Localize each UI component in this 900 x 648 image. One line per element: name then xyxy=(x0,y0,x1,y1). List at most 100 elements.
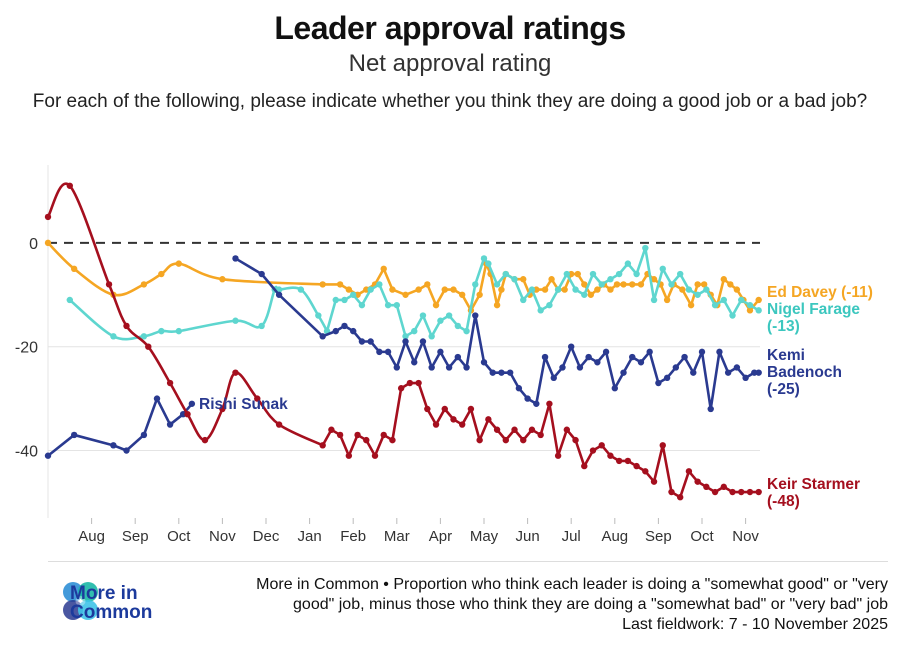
keir-starmer-point xyxy=(432,421,440,428)
x-tick-label: Feb xyxy=(340,528,366,545)
keir-starmer-point xyxy=(105,281,113,288)
x-tick-label: Aug xyxy=(78,528,105,545)
nigel-farage-point xyxy=(428,333,435,340)
keir-starmer-point xyxy=(450,416,457,423)
ed-davey-point xyxy=(493,301,501,309)
ed-davey-point xyxy=(561,286,568,293)
kemi-badenoch-point xyxy=(506,369,514,376)
keir-starmer-point xyxy=(668,488,675,496)
nigel-farage-point xyxy=(358,301,366,309)
kemi-badenoch-point xyxy=(681,353,688,361)
keir-starmer-point xyxy=(389,436,396,444)
nigel-farage-point xyxy=(258,322,265,330)
nigel-farage-point xyxy=(668,281,675,288)
ed-davey-point xyxy=(336,281,344,288)
kemi-badenoch-point xyxy=(498,369,505,376)
nigel-farage-point xyxy=(66,296,74,304)
kemi-badenoch-point xyxy=(402,338,409,345)
nigel-farage-point xyxy=(720,296,727,304)
ed-davey-point xyxy=(548,276,555,283)
line-chart: 0 -20 -40 Aug Sep Oct Nov Dec Jan Feb Mar Apr May Jun… xyxy=(15,165,873,545)
footer-divider xyxy=(48,561,888,562)
keir-starmer-label: Keir Starmer xyxy=(767,476,860,493)
keir-starmer-point xyxy=(589,447,597,454)
nigel-farage-point xyxy=(589,270,597,278)
brand-wordmark: More in Common xyxy=(70,584,170,622)
nigel-farage-point xyxy=(563,270,571,278)
nigel-farage-point xyxy=(677,270,684,278)
keir-starmer-point xyxy=(254,395,261,402)
keir-starmer-point xyxy=(520,436,527,444)
keir-starmer-point xyxy=(711,488,719,496)
brand-line-2: Common xyxy=(70,602,153,623)
nigel-farage-point xyxy=(624,260,632,267)
keir-starmer-point xyxy=(145,343,152,350)
kemi-badenoch-point xyxy=(637,359,645,366)
y-tick-label: -40 xyxy=(15,444,38,461)
kemi-badenoch-point xyxy=(733,364,741,371)
nigel-farage-point xyxy=(694,291,701,298)
ed-davey-point xyxy=(541,286,549,293)
x-tick-label: Oct xyxy=(167,528,191,545)
nigel-farage-point xyxy=(711,301,719,309)
nigel-farage-point xyxy=(633,270,640,278)
kemi-badenoch-point xyxy=(602,348,610,356)
more-in-common-logo-icon xyxy=(63,582,98,620)
kemi-badenoch-point xyxy=(568,343,575,350)
rishi-sunak-point xyxy=(110,442,117,449)
kemi-badenoch-point xyxy=(454,353,462,361)
kemi-badenoch-point xyxy=(716,348,723,356)
ed-davey-point xyxy=(679,286,686,293)
keir-starmer-point xyxy=(380,431,387,439)
x-tick-label: Mar xyxy=(384,528,410,545)
kemi-badenoch-point xyxy=(611,385,618,392)
keir-starmer-point xyxy=(642,468,649,475)
keir-starmer-point xyxy=(615,457,623,465)
nigel-farage-point xyxy=(332,296,339,304)
keir-starmer-point xyxy=(528,426,536,433)
kemi-badenoch-point xyxy=(559,364,566,371)
ed-davey-point xyxy=(415,286,422,293)
nigel-farage-point xyxy=(615,270,623,278)
keir-starmer-point xyxy=(219,405,226,413)
kemi-badenoch-label: Kemi xyxy=(767,347,805,364)
nigel-farage-point xyxy=(485,260,492,267)
keir-starmer-point xyxy=(572,436,579,444)
kemi-badenoch-point xyxy=(742,374,749,382)
ed-davey-point xyxy=(629,281,636,288)
keir-starmer-point xyxy=(485,416,492,423)
kemi-badenoch-point xyxy=(646,348,653,356)
nigel-farage-point xyxy=(738,296,745,304)
keir-starmer-point xyxy=(493,426,501,433)
ed-davey-point xyxy=(158,270,165,278)
survey-question: For each of the following, please indica… xyxy=(32,91,868,112)
x-tick-label: Nov xyxy=(732,528,759,545)
keir-starmer-point xyxy=(659,442,666,449)
nigel-farage-point xyxy=(472,281,479,288)
kemi-badenoch-point xyxy=(585,353,592,361)
kemi-badenoch-point xyxy=(655,379,662,387)
x-tick-label: Sep xyxy=(122,528,149,545)
nigel-farage-point xyxy=(685,286,693,293)
kemi-badenoch-point xyxy=(698,348,706,356)
nigel-farage-point xyxy=(175,327,182,335)
keir-starmer-point xyxy=(546,400,553,407)
keir-starmer-point xyxy=(459,421,466,428)
kemi-badenoch-point xyxy=(480,359,488,366)
source-note-line-2: good" job, minus those who think they ar… xyxy=(293,596,888,613)
ed-davey-label: Ed Davey (-11) xyxy=(767,284,873,301)
ed-davey-point xyxy=(746,307,754,314)
x-tick-label: Jan xyxy=(298,528,322,545)
keir-starmer-point xyxy=(345,452,353,459)
ed-davey-point xyxy=(700,281,708,288)
kemi-badenoch-line xyxy=(234,257,760,411)
kemi-badenoch-point xyxy=(258,270,265,278)
ed-davey-point xyxy=(345,286,353,293)
ed-davey-point xyxy=(424,281,431,288)
ed-davey-point xyxy=(663,296,671,304)
nigel-farage-point xyxy=(158,327,165,335)
nigel-farage-point xyxy=(528,286,536,293)
kemi-badenoch-point xyxy=(550,374,557,382)
kemi-badenoch-point xyxy=(445,364,453,371)
kemi-badenoch-point xyxy=(629,353,636,361)
